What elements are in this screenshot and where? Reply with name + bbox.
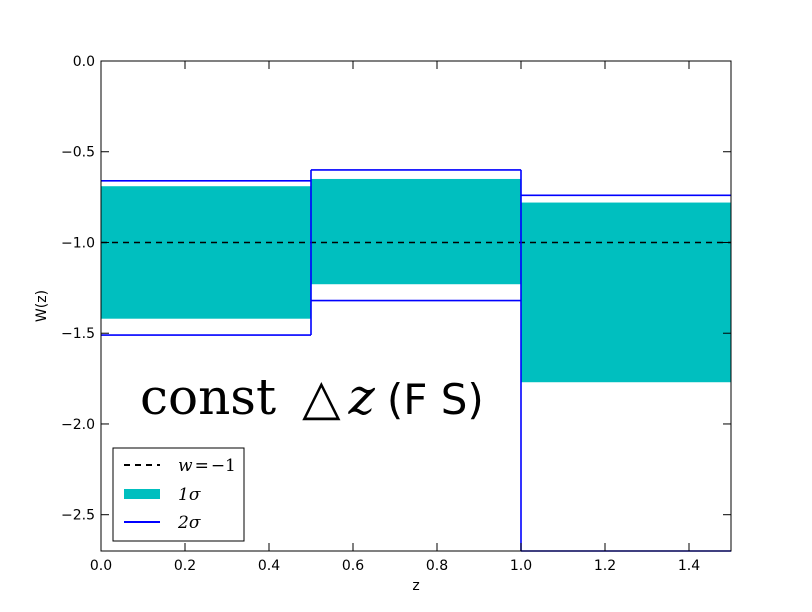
- one-sigma-band-1: [101, 186, 311, 319]
- legend-swatch-one-sigma: [124, 489, 160, 499]
- legend-label-two-sigma: 2σ: [177, 513, 201, 533]
- x-tick-label: 0.0: [90, 558, 112, 574]
- legend-label-reference: w = −1: [178, 456, 236, 476]
- y-axis-ticks: 0.0 −0.5 −1.0 −1.5 −2.0 −2.5: [61, 54, 731, 524]
- y-axis-label: W(z): [34, 290, 50, 322]
- x-tick-label: 0.6: [342, 558, 364, 574]
- y-tick-label: −1.5: [61, 326, 95, 342]
- svg-text:const △ z (F: const △ z (F S): [140, 368, 484, 426]
- x-tick-label: 0.2: [174, 558, 196, 574]
- y-tick-label: −1.0: [61, 235, 95, 251]
- x-tick-label: 1.0: [510, 558, 532, 574]
- plot-frame: [100, 60, 732, 552]
- one-sigma-bands: [101, 178, 731, 383]
- annotation-const: const: [140, 368, 276, 426]
- x-axis-ticks: 0.0 0.2 0.4 0.6 0.8 1.0 1.2 1.4: [90, 61, 700, 574]
- x-tick-label: 1.4: [678, 558, 700, 574]
- legend: w = −1 1σ 2σ: [112, 447, 245, 542]
- x-tick-label: 1.2: [594, 558, 616, 574]
- y-tick-label: −0.5: [61, 145, 95, 161]
- legend-label-one-sigma: 1σ: [178, 485, 201, 505]
- y-tick-label: 0.0: [73, 54, 95, 70]
- chart-annotation: const △ z (F S): [140, 368, 484, 426]
- y-tick-label: −2.0: [61, 417, 95, 433]
- x-axis-label: z: [412, 578, 419, 594]
- annotation-fs: (F S): [387, 375, 484, 424]
- one-sigma-band-3: [521, 202, 731, 383]
- annotation-z: z: [348, 368, 376, 426]
- one-sigma-band-2: [311, 178, 521, 285]
- annotation-delta: △: [302, 368, 341, 426]
- x-tick-label: 0.8: [426, 558, 448, 574]
- x-tick-label: 0.4: [258, 558, 280, 574]
- y-tick-label: −2.5: [61, 508, 95, 524]
